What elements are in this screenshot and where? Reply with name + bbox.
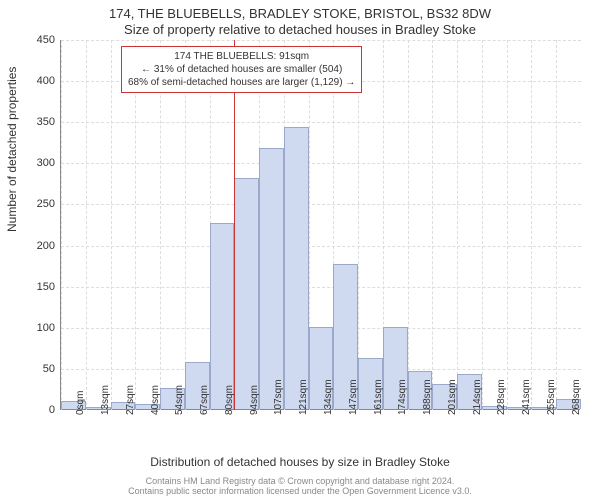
- grid-line-h: [61, 40, 581, 41]
- xtick-label: 228sqm: [496, 379, 507, 415]
- xtick-label: 241sqm: [521, 379, 532, 415]
- annotation-line1: 174 THE BLUEBELLS: 91sqm: [128, 50, 355, 63]
- footer-line2: Contains public sector information licen…: [0, 486, 600, 496]
- xtick-label: 161sqm: [373, 379, 384, 415]
- ytick-label: 350: [15, 116, 55, 128]
- histogram-bar: [259, 148, 284, 409]
- histogram-bar: [234, 178, 259, 409]
- reference-line: [234, 40, 235, 410]
- grid-line-v: [86, 40, 87, 410]
- grid-line-v: [61, 40, 62, 410]
- xtick-label: 107sqm: [273, 379, 284, 415]
- grid-line-h: [61, 287, 581, 288]
- grid-line-v: [457, 40, 458, 410]
- ytick-label: 150: [15, 281, 55, 293]
- xtick-label: 0sqm: [75, 391, 86, 415]
- annotation-box: 174 THE BLUEBELLS: 91sqm ← 31% of detach…: [121, 46, 362, 93]
- xtick-label: 201sqm: [447, 379, 458, 415]
- grid-line-h: [61, 246, 581, 247]
- xtick-label: 147sqm: [348, 379, 359, 415]
- annotation-line2: ← 31% of detached houses are smaller (50…: [128, 63, 355, 76]
- histogram-bar: [210, 223, 235, 409]
- xtick-label: 13sqm: [100, 385, 111, 415]
- ytick-label: 400: [15, 75, 55, 87]
- ytick-label: 100: [15, 322, 55, 334]
- xtick-label: 188sqm: [422, 379, 433, 415]
- grid-line-v: [482, 40, 483, 410]
- xtick-label: 67sqm: [199, 385, 210, 415]
- grid-line-v: [358, 40, 359, 410]
- chart-title-line2: Size of property relative to detached ho…: [0, 22, 600, 37]
- xtick-label: 214sqm: [472, 379, 483, 415]
- histogram-bar: [284, 127, 309, 409]
- xtick-label: 27sqm: [125, 385, 136, 415]
- xtick-label: 40sqm: [150, 385, 161, 415]
- xtick-label: 268sqm: [571, 379, 582, 415]
- grid-line-v: [111, 40, 112, 410]
- grid-line-v: [135, 40, 136, 410]
- xtick-label: 54sqm: [174, 385, 185, 415]
- xtick-label: 80sqm: [224, 385, 235, 415]
- grid-line-v: [185, 40, 186, 410]
- xtick-label: 134sqm: [323, 379, 334, 415]
- plot-area: 174 THE BLUEBELLS: 91sqm ← 31% of detach…: [60, 40, 580, 410]
- ytick-label: 200: [15, 240, 55, 252]
- footer-line1: Contains HM Land Registry data © Crown c…: [0, 476, 600, 486]
- grid-line-v: [556, 40, 557, 410]
- ytick-label: 300: [15, 157, 55, 169]
- ytick-label: 250: [15, 198, 55, 210]
- chart-title-line1: 174, THE BLUEBELLS, BRADLEY STOKE, BRIST…: [0, 6, 600, 21]
- footer-attribution: Contains HM Land Registry data © Crown c…: [0, 476, 600, 496]
- grid-line-h: [61, 122, 581, 123]
- ytick-label: 450: [15, 34, 55, 46]
- ytick-label: 0: [15, 404, 55, 416]
- grid-line-v: [432, 40, 433, 410]
- grid-line-h: [61, 163, 581, 164]
- grid-line-h: [61, 204, 581, 205]
- xtick-label: 94sqm: [249, 385, 260, 415]
- ytick-label: 50: [15, 363, 55, 375]
- xtick-label: 255sqm: [546, 379, 557, 415]
- grid-line-v: [507, 40, 508, 410]
- histogram-chart: 174, THE BLUEBELLS, BRADLEY STOKE, BRIST…: [0, 0, 600, 500]
- grid-line-v: [160, 40, 161, 410]
- grid-line-v: [531, 40, 532, 410]
- xtick-label: 121sqm: [298, 379, 309, 415]
- xtick-label: 174sqm: [397, 379, 408, 415]
- grid-line-v: [408, 40, 409, 410]
- annotation-line3: 68% of semi-detached houses are larger (…: [128, 76, 355, 89]
- x-axis-label: Distribution of detached houses by size …: [0, 455, 600, 469]
